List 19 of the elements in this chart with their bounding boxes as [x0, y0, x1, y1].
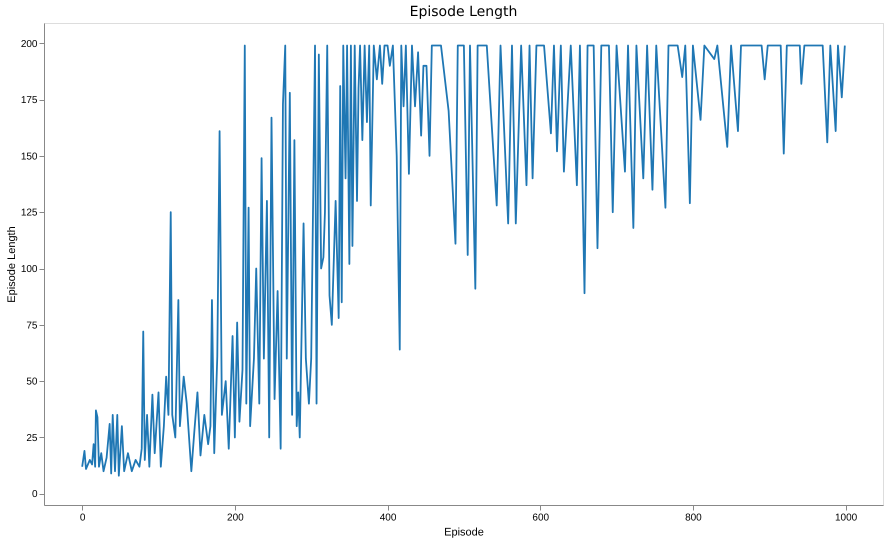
y-tick-label: 0 — [32, 489, 38, 500]
y-axis-title: Episode Length — [6, 226, 18, 303]
y-tick-label: 200 — [20, 38, 38, 50]
chart-title: Episode Length — [410, 4, 518, 20]
y-tick-label: 50 — [26, 376, 38, 388]
x-tick-label: 200 — [227, 512, 244, 524]
y-tick-label: 125 — [20, 208, 38, 219]
y-tick-label: 75 — [26, 320, 38, 332]
y-tick-label: 175 — [20, 95, 38, 106]
x-tick-label: 400 — [380, 512, 397, 524]
y-tick-label: 25 — [26, 432, 38, 444]
x-axis-title: Episode — [444, 526, 484, 538]
y-tick-label: 150 — [20, 151, 38, 162]
line-series — [81, 44, 846, 477]
x-tick-label: 0 — [80, 512, 86, 524]
x-tick-label: 600 — [532, 512, 550, 524]
y-tick-label: 100 — [20, 264, 38, 276]
x-tick-label: 800 — [685, 512, 702, 524]
x-tick-label: 1000 — [834, 512, 858, 524]
